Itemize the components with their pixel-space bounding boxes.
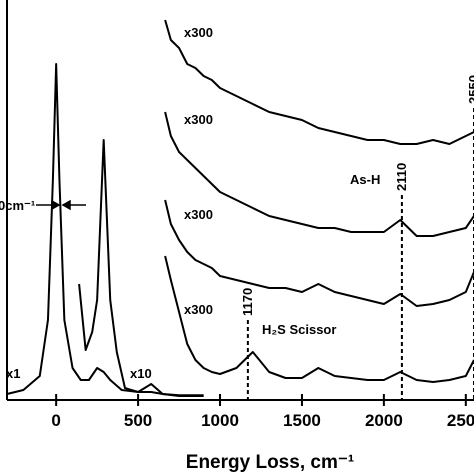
series-line [164,255,474,383]
series-label: x300 [184,112,213,127]
annotation: 0cm⁻¹ [0,198,35,213]
x-tick-label: 2000 [365,411,403,430]
x-tick-label: 1500 [283,411,321,430]
series-label: x10 [130,366,152,381]
series-label: x300 [184,302,213,317]
series-line [78,139,204,397]
marker-label: 2550 [466,75,474,104]
series-label: x300 [184,207,213,222]
series-line [164,111,474,237]
x-tick-label: 1000 [201,411,239,430]
marker-label: 2110 [394,163,409,191]
x-tick-label: 2500 [447,411,474,430]
x-axis-label: Energy Loss, cm⁻¹ [186,452,354,473]
fwhm-arrows [36,199,86,211]
series-line [164,199,474,307]
x-tick-label: 500 [124,411,152,430]
series-label: x300 [184,25,213,40]
x-tick-label: 0 [51,411,60,430]
series-label: x1 [6,366,20,381]
series-line [6,63,204,397]
series-line [164,19,474,145]
annotation: H₂S Scissor [262,322,336,337]
marker-label: 1170 [240,288,255,316]
annotation: As-H [350,172,380,187]
